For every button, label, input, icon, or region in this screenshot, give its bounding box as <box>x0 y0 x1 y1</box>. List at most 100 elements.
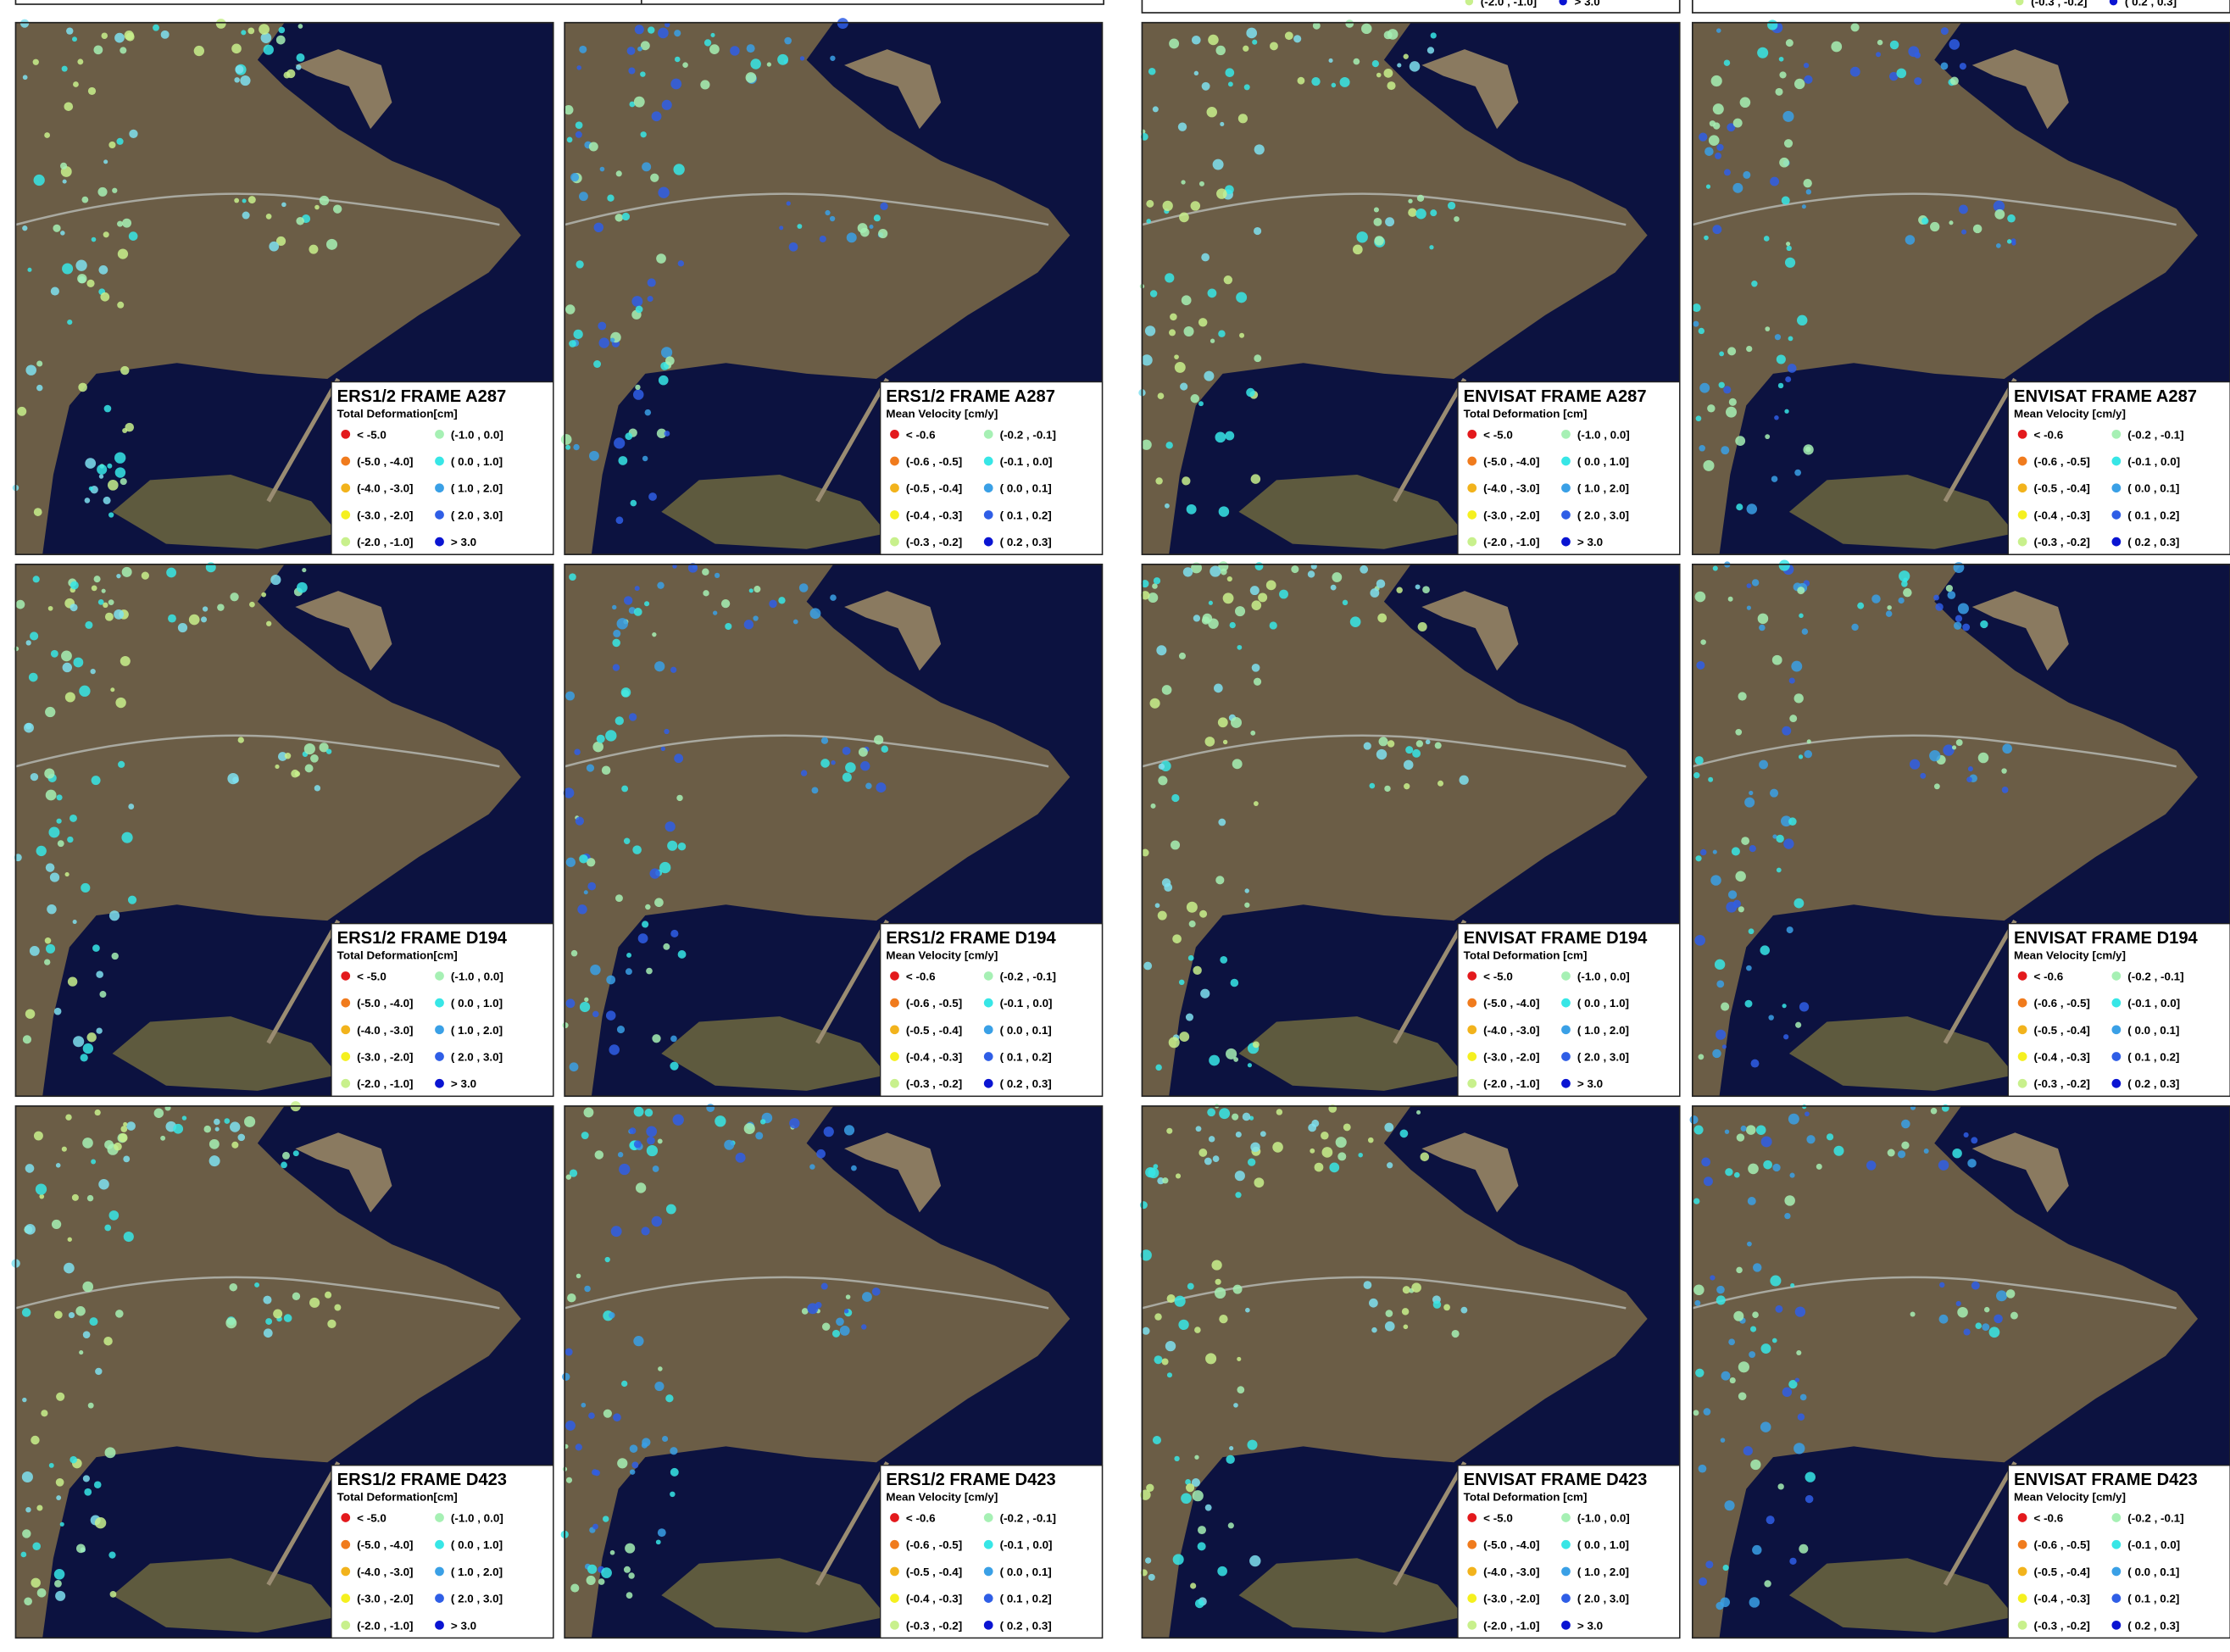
speckle <box>603 1516 609 1521</box>
speckle <box>25 1507 31 1512</box>
speckle <box>118 761 125 768</box>
speckle <box>1404 760 1414 770</box>
speckle <box>1960 63 1966 70</box>
speckle <box>1249 1555 1260 1566</box>
map-panel: ENVISAT FRAME D194Total Deformation [cm]… <box>1141 561 1680 1096</box>
speckle <box>1784 1213 1790 1219</box>
legend-label: ( 0.0 , 1.0] <box>1577 997 1629 1010</box>
speckle <box>1704 147 1714 155</box>
speckle <box>592 742 603 752</box>
speckle <box>1799 1002 1809 1011</box>
speckle <box>1233 1403 1238 1408</box>
speckle <box>755 1132 763 1139</box>
legend-label: (-0.2 , -0.1] <box>1000 970 1056 982</box>
speckle <box>678 260 684 266</box>
speckle <box>33 59 39 65</box>
speckle <box>1270 42 1278 50</box>
legend-label: ( 2.0 , 3.0] <box>1577 1051 1629 1064</box>
speckle <box>1215 46 1225 55</box>
speckle <box>1204 371 1214 381</box>
speckle <box>1150 804 1155 809</box>
speckle <box>881 746 888 753</box>
speckle <box>1235 606 1245 616</box>
speckle <box>1768 1015 1774 1020</box>
speckle <box>1387 1162 1393 1168</box>
speckle <box>273 1309 282 1318</box>
speckle <box>1996 1290 2007 1301</box>
speckle <box>1727 347 1736 355</box>
speckle <box>89 1317 97 1326</box>
speckle <box>1772 1338 1777 1343</box>
speckle <box>633 389 644 399</box>
speckle <box>821 737 828 744</box>
speckle <box>1165 1341 1176 1351</box>
speckle <box>1167 1294 1176 1303</box>
legend-dot <box>435 483 444 492</box>
speckle <box>1802 204 1806 209</box>
speckle <box>1245 1308 1250 1313</box>
speckle <box>1725 1129 1729 1133</box>
speckle <box>609 1044 620 1054</box>
legend-label: ( 2.0 , 3.0] <box>1577 509 1629 521</box>
legend-dot <box>1467 998 1476 1008</box>
speckle <box>67 320 72 325</box>
speckle <box>562 1022 568 1028</box>
page: (-2.0 , -1.0]> 3.0(-0.3 , -0.2]( 0.2 , 0… <box>0 0 2230 1652</box>
legend-dot <box>435 1052 444 1061</box>
speckle <box>836 1317 844 1326</box>
speckle <box>128 896 136 904</box>
legend-dot <box>984 971 993 981</box>
speckle <box>616 170 622 176</box>
speckle <box>231 44 242 54</box>
legend-dot <box>435 1025 444 1034</box>
speckle <box>48 827 59 838</box>
speckle <box>820 759 830 768</box>
speckle <box>1791 661 1802 672</box>
speckle <box>1311 77 1320 86</box>
speckle <box>1805 1111 1810 1116</box>
legend-dot <box>1561 998 1571 1008</box>
speckle <box>129 130 137 138</box>
legend-label: > 3.0 <box>451 1619 476 1632</box>
speckle <box>1721 1371 1731 1381</box>
speckle <box>201 616 207 622</box>
speckle <box>592 1011 599 1018</box>
speckle <box>102 589 106 593</box>
map-panel: ENVISAT FRAME A287Mean Velocity [cm/y]< … <box>1693 19 2230 554</box>
speckle <box>809 1164 815 1169</box>
speckle <box>1431 32 1437 38</box>
speckle <box>1198 401 1204 406</box>
legend-dot <box>890 1513 899 1522</box>
speckle <box>1166 1128 1172 1134</box>
speckle <box>588 1412 595 1419</box>
speckle <box>77 274 86 283</box>
speckle <box>1208 288 1217 298</box>
legend-dot <box>890 510 899 520</box>
legend-label: (-3.0 , -2.0] <box>357 509 413 521</box>
speckle <box>53 225 60 232</box>
speckle <box>298 24 303 29</box>
legend-dot <box>2018 1513 2027 1522</box>
speckle <box>1719 382 1725 388</box>
speckle <box>39 1194 44 1199</box>
speckle <box>1938 1160 1949 1170</box>
speckle <box>793 620 798 625</box>
speckle <box>117 221 123 227</box>
speckle <box>1804 75 1812 84</box>
speckle <box>1402 1308 1410 1315</box>
speckle <box>613 630 620 637</box>
speckle <box>787 201 791 205</box>
speckle <box>1716 1030 1726 1040</box>
legend-label: ( 0.0 , 1.0] <box>451 455 503 468</box>
speckle <box>628 67 635 74</box>
speckle <box>642 456 648 462</box>
speckle <box>618 1152 623 1157</box>
speckle <box>1775 1305 1782 1313</box>
speckle <box>1785 376 1791 382</box>
speckle <box>799 583 809 592</box>
speckle <box>658 1366 663 1371</box>
speckle <box>569 573 576 581</box>
legend-dot <box>2111 1052 2121 1061</box>
legend-dot <box>2111 457 2121 466</box>
speckle <box>1329 58 1333 63</box>
